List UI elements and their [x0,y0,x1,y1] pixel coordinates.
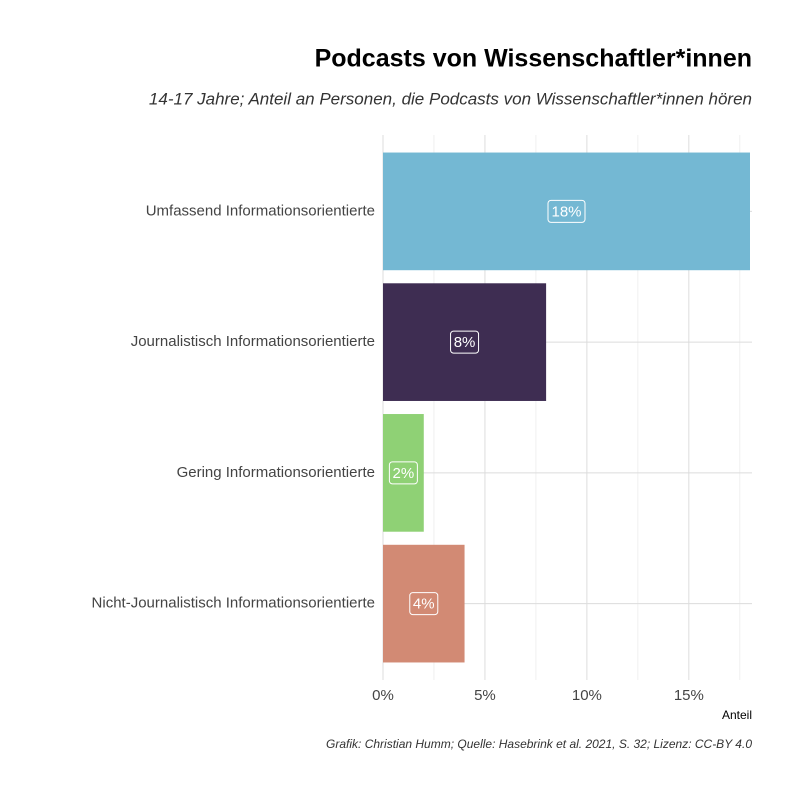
y-tick-label: Nicht-Journalistisch Informationsorienti… [92,595,375,612]
y-tick-label: Umfassend Informationsorientierte [146,202,375,219]
x-tick-label: 15% [674,687,704,704]
chart-title: Podcasts von Wissenschaftler*innen [315,45,752,73]
value-label-box [409,592,439,616]
y-tick-label: Gering Informationsorientierte [177,464,375,481]
value-label: 8% [454,334,476,351]
value-label-box [388,461,418,485]
x-axis-label: Anteil [722,708,752,722]
y-tick-label: Journalistisch Informationsorientierte [131,333,375,350]
x-tick-label: 10% [572,687,602,704]
value-label: 4% [413,596,435,613]
value-label: 2% [393,465,415,482]
value-label-box [547,199,586,223]
caption: Grafik: Christian Humm; Quelle: Hasebrin… [326,737,752,751]
value-label: 18% [551,203,581,220]
chart-subtitle: 14-17 Jahre; Anteil an Personen, die Pod… [149,89,752,108]
x-tick-label: 5% [474,687,496,704]
x-tick-label: 0% [372,687,394,704]
value-label-box [450,330,480,354]
